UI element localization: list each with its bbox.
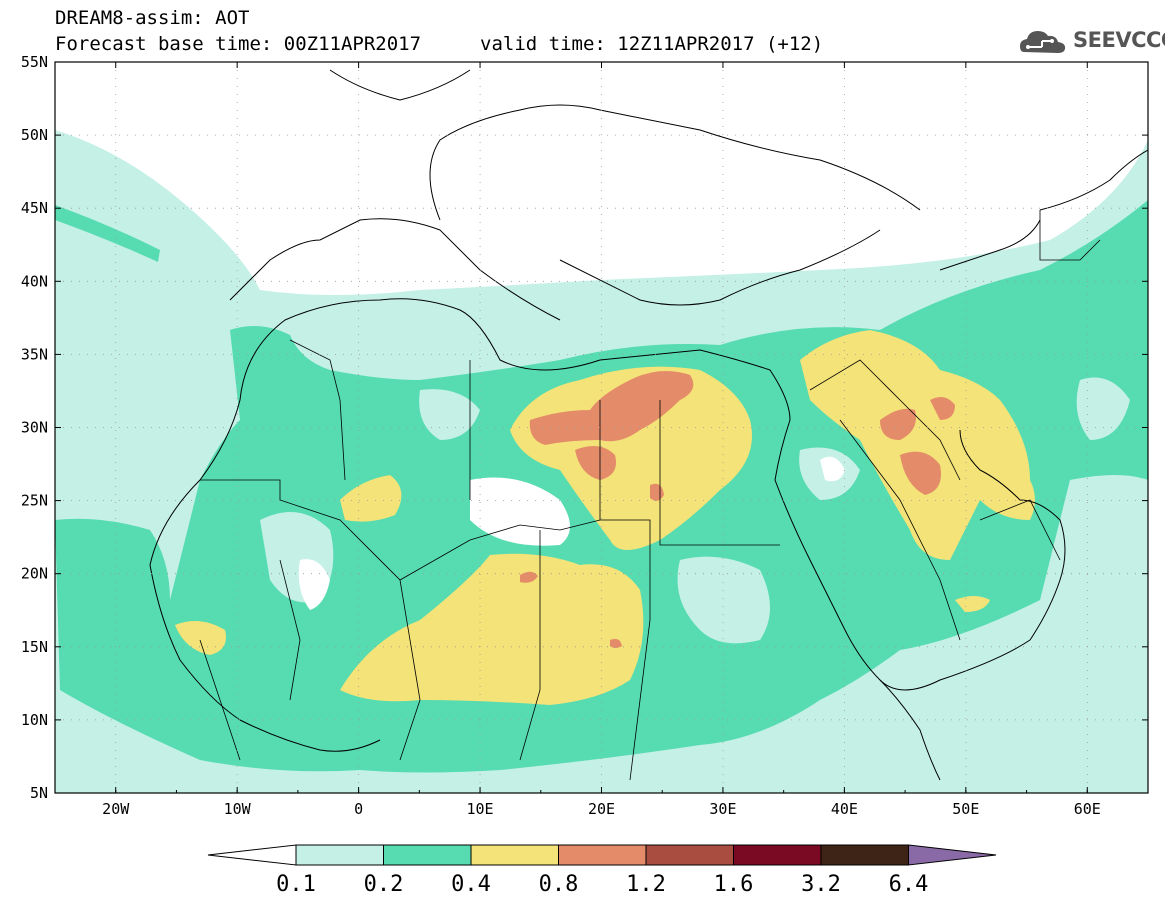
colorbar-label: 1.6 [713,872,754,897]
forecast-base-time: Forecast base time: 00Z11APR2017 valid ti… [55,33,823,55]
longitude-labels: 20W 10W 0 10E 20E 30E 40E 50E 60E [102,800,1101,818]
lon-label: 20W [102,800,130,818]
lat-label: 25N [21,492,48,510]
colorbar [207,844,997,866]
base-time-text: Forecast base time: 00Z11APR2017 [55,33,422,55]
lat-label: 10N [21,711,48,729]
lat-label: 20N [21,565,48,583]
colorbar-segment [295,844,384,866]
lon-label: 10W [224,800,252,818]
colorbar-label: 0.2 [363,872,404,897]
lon-label: 10E [467,800,494,818]
lon-label: 20E [588,800,615,818]
valid-time-text: valid time: 12Z11APR2017 (+12) [480,33,824,55]
colorbar-label: 3.2 [801,872,841,897]
colorbar-label: 0.4 [451,872,491,897]
lon-label: 50E [952,800,979,818]
colorbar-label: 0.1 [276,872,316,897]
colorbar-label: 0.8 [538,872,579,897]
lat-label: 50N [21,126,48,144]
colorbar-label: 1.2 [626,872,666,897]
lat-label: 30N [21,419,48,437]
logo-text: SEEVCCC [1073,28,1165,52]
lon-label: 60E [1074,800,1101,818]
country-borders [199,210,1101,781]
colorbar-segment [558,844,647,866]
aot-field [55,62,1148,793]
axis-ticks [54,61,1149,794]
colorbar-label: 6.4 [888,872,929,897]
lat-label: 5N [30,784,48,802]
lon-label: 40E [831,800,858,818]
lat-label: 35N [21,345,48,363]
colorbar-segment [645,844,734,866]
map-title: DREAM8-assim: AOT [55,7,250,29]
lat-label: 45N [21,199,48,217]
colorbar-high-arrow [908,844,997,866]
cloud-logo-icon [1020,31,1066,53]
colorbar-low-arrow [207,844,297,866]
lon-label: 0 [354,800,363,818]
lat-label: 55N [21,53,48,71]
colorbar-segment [383,844,472,866]
latitude-labels: 55N 50N 45N 40N 35N 30N 25N 20N 15N 10N 5N [21,53,48,802]
colorbar-segment [470,844,559,866]
colorbar-segment [820,844,909,866]
lat-label: 15N [21,638,48,656]
lon-label: 30E [709,800,736,818]
colorbar-segment [733,844,822,866]
coastlines [149,69,1148,781]
lat-label: 40N [21,272,48,290]
